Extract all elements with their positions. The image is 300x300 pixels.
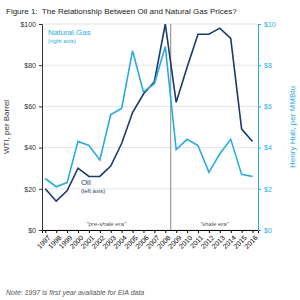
y-tick-label: $2 <box>264 186 272 193</box>
y-tick: $6 <box>258 103 272 110</box>
x-tick: 2016 <box>243 230 259 250</box>
y-tick-label: $100 <box>20 21 36 28</box>
x-tick-mark <box>67 230 68 233</box>
series-sublabel: (right axis) <box>48 38 76 44</box>
era-label: "pre-shale era" <box>87 221 127 227</box>
grid <box>42 24 258 230</box>
y-tick: $100 <box>20 21 42 28</box>
x-tick-mark <box>209 230 210 233</box>
y-tick-label: $4 <box>264 144 272 151</box>
era-label: "shale era" <box>200 221 230 227</box>
y-tick: $0 <box>258 227 272 234</box>
series-line <box>45 24 252 201</box>
y-axis-line <box>39 25 43 231</box>
x-tick-label: 2016 <box>243 234 259 250</box>
x-tick-mark <box>133 230 134 233</box>
grid-line <box>42 65 258 66</box>
y-tick-label: $8 <box>264 62 272 69</box>
grid-line <box>42 106 258 107</box>
y-tick-label: $80 <box>24 62 36 69</box>
x-tick-mark <box>111 230 112 233</box>
y-tick-mark <box>39 24 42 25</box>
y-tick-label: $60 <box>24 103 36 110</box>
y-tick-mark <box>39 189 42 190</box>
y-axis-title: WTI, per Barrel <box>2 100 11 154</box>
y-tick-mark <box>258 65 261 66</box>
y-tick-mark <box>258 230 261 231</box>
x-tick-mark <box>143 230 144 233</box>
y-tick-label: $6 <box>264 103 272 110</box>
y-tick: $80 <box>24 62 42 69</box>
y-tick: $4 <box>258 144 272 151</box>
x-tick-mark <box>165 230 166 233</box>
y-tick-mark <box>39 65 42 66</box>
x-axis-line <box>43 231 259 234</box>
y-tick: $8 <box>258 62 272 69</box>
y-tick: $60 <box>24 103 42 110</box>
series-line <box>45 47 252 187</box>
y-tick-label: $0 <box>264 227 272 234</box>
x-tick-mark <box>122 230 123 233</box>
y-tick-label: $0 <box>28 227 36 234</box>
x-tick-mark <box>78 230 79 233</box>
x-tick-mark <box>89 230 90 233</box>
y-tick-mark <box>258 106 261 107</box>
x-tick-mark <box>253 230 254 233</box>
y-tick: $0 <box>28 227 42 234</box>
y-axis: $0 $20 $40 $60 $80 $100 <box>20 21 42 234</box>
y-tick-mark <box>39 106 42 107</box>
x-tick-mark <box>198 230 199 233</box>
grid-line <box>42 188 258 189</box>
x-tick-mark <box>231 230 232 233</box>
y-axis-line <box>259 25 262 231</box>
y-tick-mark <box>258 189 261 190</box>
y-tick-label: $20 <box>24 186 36 193</box>
y2-axis: $0 $2 $4 $6 $8 $10 <box>258 21 276 234</box>
note: Note: 1997 is first year available for E… <box>6 289 144 297</box>
y-tick-mark <box>258 148 261 149</box>
x-tick-mark <box>154 230 155 233</box>
x-tick-mark <box>242 230 243 233</box>
x-axis: 1997199819992000200120022003200420052006… <box>36 230 259 250</box>
x-tick-mark <box>187 230 188 233</box>
plot-area <box>45 24 252 230</box>
y-tick: $10 <box>258 21 276 28</box>
y-tick-mark <box>39 148 42 149</box>
y-tick-label: $10 <box>264 21 276 28</box>
x-tick-mark <box>100 230 101 233</box>
y-tick-mark <box>39 230 42 231</box>
series-label: Natural Gas <box>48 28 91 37</box>
x-tick-mark <box>220 230 221 233</box>
x-tick-mark <box>176 230 177 233</box>
series-sublabel: (left axis) <box>81 188 105 194</box>
y-tick: $2 <box>258 186 272 193</box>
grid-line <box>42 24 258 25</box>
x-tick-mark <box>45 230 46 233</box>
x-tick-mark <box>56 230 57 233</box>
series-label: Oil <box>81 178 91 187</box>
chart: 1997199819992000200120022003200420052006… <box>0 0 300 300</box>
y-tick: $20 <box>24 186 42 193</box>
y-tick: $40 <box>24 144 42 151</box>
y2-axis-title: Henry Hub, per MMBtu <box>288 86 297 168</box>
title: Figure 1: The Relationship Between Oil a… <box>6 7 237 16</box>
y-tick-label: $40 <box>24 144 36 151</box>
y-tick-mark <box>258 24 261 25</box>
